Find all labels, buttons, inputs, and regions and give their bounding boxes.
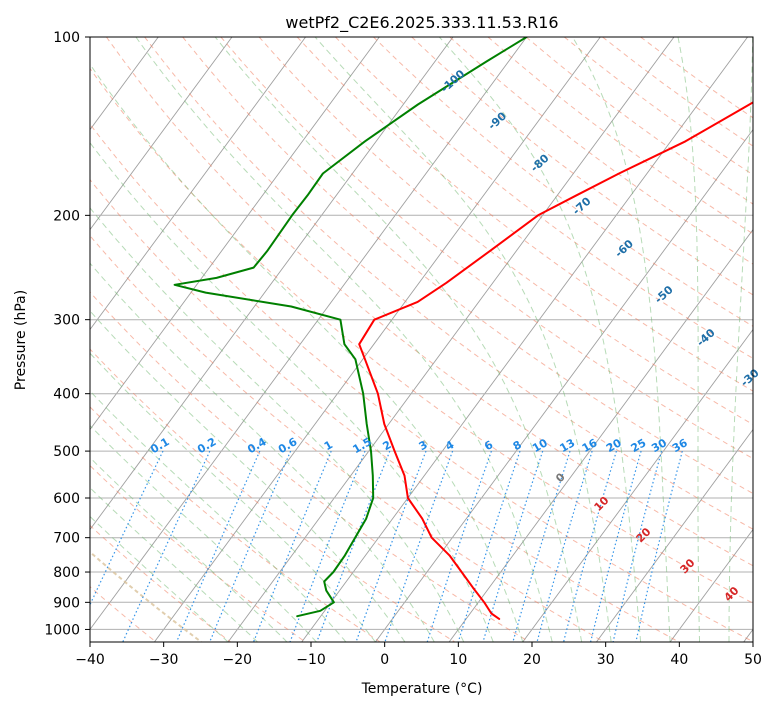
isotherm-line: [448, 228, 753, 642]
isotherm-line: [375, 128, 753, 642]
mixing-ratio-line: [289, 450, 366, 642]
isotherm-line: [90, 37, 306, 331]
mixing-ratio-line: [612, 450, 663, 642]
plot-frame: [89, 36, 754, 643]
dry-adiabat-line: [90, 234, 605, 642]
mixing-ratio-line: [252, 450, 332, 642]
isotherm-line: [301, 37, 748, 642]
y-axis: 100 200 300 400 500 600 700 800 900 1000: [44, 30, 90, 638]
x-tick-label: −30: [149, 652, 179, 668]
y-tick-label: 600: [53, 491, 80, 507]
isotherm-line: [596, 428, 753, 642]
x-tick-label: 0: [380, 652, 389, 668]
dry-adiabat-line: [105, 37, 753, 567]
dry-adiabat-line: [90, 123, 753, 642]
moist-adiabat-line: [314, 37, 612, 642]
isotherm-line: [90, 37, 380, 431]
mixing-ratio-line: [426, 450, 492, 642]
y-axis-title: Pressure (hPa): [13, 290, 29, 390]
moist-adiabat-line: [90, 63, 524, 642]
temperature-series-line: [358, 101, 753, 620]
y-tick-label: 200: [53, 208, 80, 224]
mixing-ratio-line: [536, 450, 593, 642]
mixing-ratio-line: [457, 450, 521, 642]
x-axis-title: Temperature (°C): [361, 681, 483, 697]
y-tick-label: 700: [53, 531, 80, 547]
x-tick-label: 10: [449, 652, 467, 668]
mixing-ratio-line: [635, 450, 683, 642]
isotherm-line: [154, 37, 601, 642]
mixing-ratio-line: [590, 450, 642, 642]
dewpoint-series-line: [173, 37, 528, 618]
y-tick-label: 400: [53, 387, 80, 403]
moist-adiabat-line: [90, 424, 317, 642]
y-tick-label: 1000: [44, 622, 80, 638]
chart-title: wetPf2_C2E6.2025.333.11.53.R16: [285, 13, 558, 33]
dry-adiabat-line: [90, 406, 381, 642]
mixing-ratio-line: [563, 450, 617, 642]
isotherm-line: [90, 37, 527, 631]
isotherm-line: [669, 528, 753, 642]
dry-adiabat-line: [90, 178, 680, 642]
moist-adiabat-line: [90, 390, 347, 642]
mixing-ratio-line: [90, 450, 164, 606]
moist-adiabat-line: [728, 37, 753, 642]
x-tick-label: 40: [670, 652, 688, 668]
dry-adiabat-line: [144, 37, 753, 530]
moist-adiabat-line: [90, 456, 288, 642]
x-tick-label: 30: [597, 652, 615, 668]
background-lines: [90, 37, 753, 642]
moist-adiabat-line: [438, 37, 642, 642]
moist-adiabat-line: [90, 487, 258, 642]
y-tick-label: 300: [53, 313, 80, 329]
moist-adiabat-line: [90, 515, 229, 642]
x-tick-label: −10: [296, 652, 326, 668]
isotherm-line: [90, 37, 233, 231]
moist-adiabat-line: [572, 37, 671, 642]
isotherm-line: [90, 37, 454, 531]
x-tick-label: 20: [523, 652, 541, 668]
dry-adiabat-line: [90, 291, 530, 642]
x-tick-label: 50: [744, 652, 762, 668]
moist-adiabat-line: [135, 37, 553, 642]
mixing-ratio-line: [512, 450, 571, 642]
moist-adiabat-line: [90, 352, 376, 642]
y-tick-label: 100: [53, 30, 80, 46]
mixing-ratio-line: [355, 450, 427, 642]
series-layer: [173, 37, 753, 620]
plot-area: [90, 37, 753, 642]
moist-adiabat-line: [677, 37, 700, 642]
dry-adiabat-line: [182, 37, 753, 495]
isotherm-line: [522, 328, 753, 642]
mixing-ratio-line: [316, 450, 391, 642]
moist-adiabat-line: [214, 37, 583, 642]
x-axis: −40 −30 −20 −10 0 10 20 30 40 50: [75, 642, 762, 668]
moist-adiabat-line: [90, 310, 406, 642]
moist-adiabat-line: [90, 141, 494, 642]
y-tick-label: 500: [53, 444, 80, 460]
dry-adiabat-line: [90, 67, 753, 604]
y-tick-label: 800: [53, 565, 80, 581]
mixing-ratio-line: [122, 450, 211, 642]
x-tick-label: −40: [75, 652, 105, 668]
isotherm-line: [227, 37, 675, 642]
y-tick-label: 900: [53, 595, 80, 611]
dry-adiabat-line: [90, 464, 306, 642]
reference-adiabat-line: [90, 550, 202, 642]
x-tick-label: −20: [223, 652, 253, 668]
